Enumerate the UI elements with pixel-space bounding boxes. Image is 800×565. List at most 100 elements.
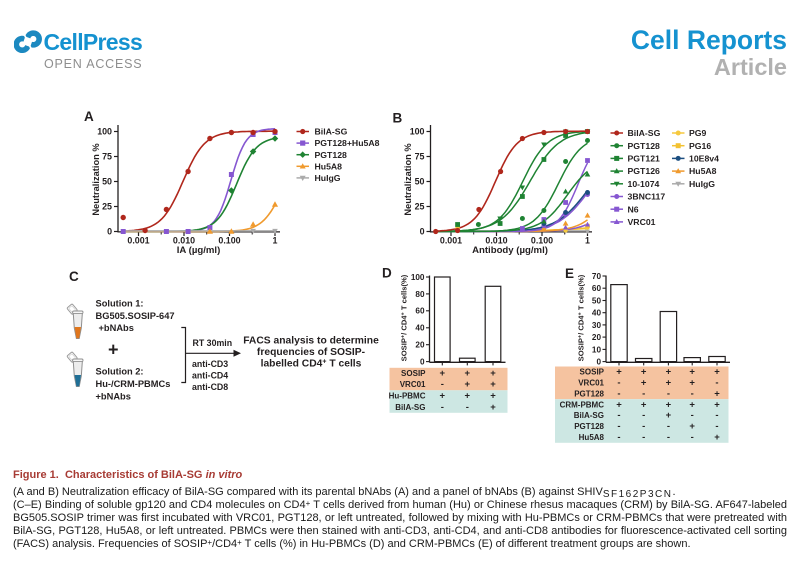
svg-text:10E8v4: 10E8v4 [689, 154, 719, 164]
svg-text:20: 20 [592, 333, 602, 342]
svg-text:+bNAbs: +bNAbs [96, 392, 131, 402]
svg-text:+: + [666, 410, 672, 421]
svg-text:0: 0 [107, 227, 112, 237]
svg-text:40: 40 [415, 324, 425, 333]
svg-text:+: + [666, 367, 672, 378]
svg-text:PGT128: PGT128 [628, 141, 661, 151]
svg-text:+bNAbs: +bNAbs [99, 323, 134, 333]
svg-text:labelled CD4+ T cells: labelled CD4+ T cells [261, 359, 362, 370]
svg-text:PGT128: PGT128 [574, 389, 604, 398]
svg-text:-: - [667, 432, 670, 443]
svg-text:PGT128+Hu5A8: PGT128+Hu5A8 [315, 138, 380, 148]
svg-text:IA (µg/ml): IA (µg/ml) [177, 245, 221, 256]
svg-text:10-1074: 10-1074 [628, 179, 660, 189]
svg-text:SOSIP+/ CD4+ T cells(%): SOSIP+/ CD4+ T cells(%) [577, 274, 586, 361]
svg-text:E: E [565, 266, 574, 281]
svg-text:+: + [714, 399, 720, 410]
svg-text:-: - [441, 402, 444, 413]
svg-text:1: 1 [273, 236, 278, 246]
svg-text:60: 60 [592, 284, 602, 293]
svg-text:100: 100 [410, 127, 425, 137]
svg-text:0: 0 [596, 358, 601, 367]
svg-text:-: - [617, 378, 620, 389]
svg-text:Hu-PBMC: Hu-PBMC [389, 392, 426, 401]
svg-text:3BNC117: 3BNC117 [628, 192, 666, 202]
svg-text:Solution 2:: Solution 2: [96, 367, 144, 377]
svg-text:70: 70 [592, 272, 602, 281]
svg-text:RT 30min: RT 30min [193, 338, 233, 348]
svg-text:+: + [616, 367, 622, 378]
svg-text:0.100: 0.100 [218, 236, 240, 246]
svg-text:-: - [441, 379, 444, 390]
svg-text:+: + [440, 391, 446, 402]
svg-text:Hu-/CRM-PBMCs: Hu-/CRM-PBMCs [96, 379, 171, 389]
svg-text:+: + [440, 368, 446, 379]
svg-text:0.010: 0.010 [485, 236, 507, 246]
svg-text:1: 1 [585, 236, 590, 246]
svg-text:+: + [490, 379, 496, 390]
svg-text:80: 80 [415, 290, 425, 299]
svg-text:CRM-PBMC: CRM-PBMC [560, 400, 605, 409]
svg-text:0.001: 0.001 [440, 236, 462, 246]
svg-text:+: + [689, 399, 695, 410]
svg-text:+: + [490, 402, 496, 413]
svg-text:VRC01: VRC01 [400, 380, 426, 389]
svg-text:SOSIP: SOSIP [401, 369, 426, 378]
svg-text:VRC01: VRC01 [628, 217, 656, 227]
svg-text:-: - [617, 432, 620, 443]
svg-text:25: 25 [415, 202, 425, 212]
svg-text:40: 40 [592, 309, 602, 318]
svg-text:PGT128: PGT128 [315, 150, 348, 160]
svg-text:PGT121: PGT121 [628, 154, 661, 164]
svg-text:BilA-SG: BilA-SG [315, 127, 348, 137]
svg-text:-: - [667, 388, 670, 399]
svg-text:50: 50 [415, 177, 425, 187]
svg-text:BilA-SG: BilA-SG [574, 411, 604, 420]
svg-text:-: - [667, 421, 670, 432]
svg-text:-: - [715, 421, 718, 432]
svg-text:-: - [642, 432, 645, 443]
svg-text:Neutralization %: Neutralization % [403, 143, 413, 216]
svg-text:FACS analysis to determine: FACS analysis to determine [243, 336, 379, 347]
svg-text:75: 75 [102, 152, 112, 162]
svg-text:0: 0 [420, 227, 425, 237]
svg-text:30: 30 [592, 321, 602, 330]
svg-text:+: + [641, 399, 647, 410]
svg-text:anti-CD8: anti-CD8 [192, 382, 228, 392]
svg-text:50: 50 [102, 177, 112, 187]
svg-text:0.100: 0.100 [531, 236, 553, 246]
svg-text:HuIgG: HuIgG [689, 179, 715, 189]
svg-text:Antibody (µg/ml): Antibody (µg/ml) [472, 245, 548, 256]
svg-text:+: + [641, 367, 647, 378]
svg-text:+: + [689, 378, 695, 389]
svg-text:50: 50 [592, 296, 602, 305]
svg-text:-: - [617, 410, 620, 421]
svg-text:-: - [691, 410, 694, 421]
svg-text:VRC01: VRC01 [578, 379, 604, 388]
svg-text:BilA-SG: BilA-SG [628, 128, 661, 138]
svg-text:Solution 1:: Solution 1: [96, 299, 144, 309]
svg-text:75: 75 [415, 152, 425, 162]
svg-text:anti-CD3: anti-CD3 [192, 359, 228, 369]
svg-text:-: - [466, 402, 469, 413]
svg-text:100: 100 [97, 127, 112, 137]
svg-text:Hu5A8: Hu5A8 [579, 433, 605, 442]
svg-text:Hu5A8: Hu5A8 [315, 161, 343, 171]
svg-text:+: + [465, 379, 471, 390]
svg-text:-: - [715, 410, 718, 421]
svg-text:+: + [490, 368, 496, 379]
svg-text:0: 0 [420, 358, 425, 367]
svg-text:SOSIP: SOSIP [580, 368, 605, 377]
svg-text:+: + [465, 391, 471, 402]
svg-text:+: + [714, 367, 720, 378]
svg-text:+: + [666, 378, 672, 389]
svg-text:10: 10 [592, 345, 602, 354]
svg-text:-: - [642, 388, 645, 399]
svg-text:-: - [691, 388, 694, 399]
svg-text:A: A [84, 109, 94, 124]
svg-text:+: + [490, 391, 496, 402]
svg-text:anti-CD4: anti-CD4 [192, 371, 228, 381]
svg-text:+: + [108, 340, 119, 360]
svg-text:+: + [689, 421, 695, 432]
svg-text:PG9: PG9 [689, 128, 707, 138]
